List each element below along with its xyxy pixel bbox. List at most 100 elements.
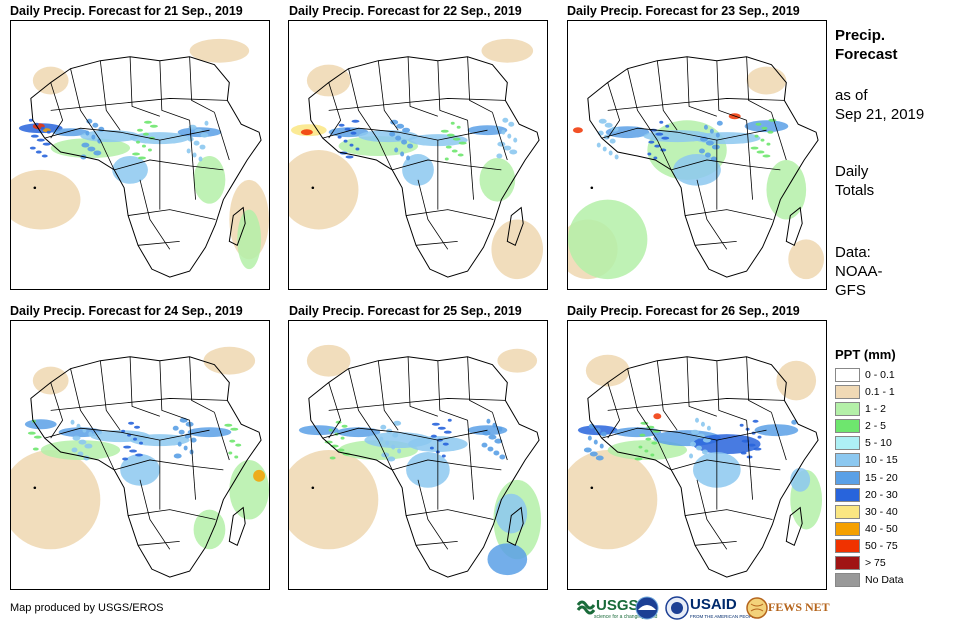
precip-area	[791, 419, 798, 425]
country-border	[189, 420, 196, 500]
precip-area	[30, 134, 39, 138]
precip-area	[187, 427, 232, 438]
precip-area	[634, 457, 643, 461]
precip-area	[695, 417, 699, 423]
country-border	[189, 56, 215, 113]
precip-area	[756, 150, 765, 154]
precip-area	[594, 427, 601, 433]
madagascar-outline	[785, 506, 803, 547]
precip-area	[351, 119, 360, 123]
sidebar-asof-line1: as of	[835, 87, 868, 104]
precip-area	[92, 122, 99, 128]
country-border	[656, 60, 678, 131]
precip-area	[393, 420, 402, 426]
forecast-map-1	[10, 20, 270, 290]
precip-area	[400, 151, 405, 157]
precip-area	[72, 435, 81, 441]
precip-area	[746, 66, 787, 95]
precip-area	[757, 435, 762, 439]
country-border	[214, 112, 230, 161]
precip-area	[648, 140, 655, 144]
precip-area	[644, 449, 649, 453]
country-border	[607, 98, 785, 111]
precip-area	[137, 128, 143, 132]
precip-area	[497, 141, 506, 147]
madagascar-outline	[506, 206, 524, 247]
country-border	[128, 509, 216, 520]
map-credit: Map produced by USGS/EROS	[10, 602, 164, 614]
country-border	[627, 368, 658, 441]
precip-area	[661, 136, 670, 140]
precip-area	[139, 441, 143, 445]
precip-area	[129, 449, 138, 453]
precip-area	[395, 135, 402, 141]
precip-area	[701, 449, 708, 455]
country-border	[137, 540, 180, 546]
precip-area	[183, 445, 188, 451]
precip-area	[608, 150, 613, 156]
legend-label: No Data	[865, 574, 904, 587]
precip-area	[224, 423, 233, 427]
country-border	[392, 459, 502, 471]
precip-area	[355, 147, 360, 151]
precip-area	[456, 125, 461, 129]
legend-label: 0 - 0.1	[865, 369, 895, 381]
africa-map-svg	[568, 56, 825, 280]
precip-area	[36, 138, 45, 142]
country-border	[694, 540, 737, 546]
precip-area	[496, 153, 503, 159]
panel-title-3: Daily Precip. Forecast for 23 Sep., 2019	[567, 4, 800, 18]
precip-area	[752, 419, 759, 423]
precip-area	[173, 453, 182, 459]
precip-area	[467, 125, 508, 136]
country-border	[328, 98, 506, 111]
legend-label: 15 - 20	[865, 471, 898, 484]
country-border	[114, 459, 224, 471]
precip-area	[710, 156, 717, 162]
precip-area	[190, 437, 197, 443]
country-border	[328, 382, 342, 439]
precip-area	[653, 156, 658, 160]
precip-area	[602, 146, 607, 152]
precip-area	[444, 157, 449, 161]
precip-area	[91, 134, 96, 140]
precip-area	[441, 454, 446, 458]
precip-area	[24, 419, 57, 430]
precip-area	[740, 451, 747, 455]
country-border	[437, 360, 468, 421]
panel-title-2: Daily Precip. Forecast for 22 Sep., 2019	[289, 4, 522, 18]
precip-area	[451, 149, 458, 153]
precip-area	[488, 434, 497, 440]
precip-area	[572, 127, 583, 134]
country-border	[696, 179, 728, 250]
precip-area	[650, 453, 655, 457]
island-dot	[590, 186, 594, 190]
precip-area	[341, 424, 348, 428]
country-border	[685, 209, 773, 220]
precip-area	[41, 154, 48, 158]
sidebar-asof: as of Sep 21, 2019	[835, 86, 924, 124]
precip-area	[704, 152, 711, 158]
precip-area	[349, 143, 354, 147]
country-border	[189, 120, 196, 200]
precip-area	[700, 421, 705, 427]
precip-area	[143, 120, 152, 124]
precip-area	[487, 543, 528, 576]
country-border	[417, 479, 449, 550]
precip-area	[135, 453, 143, 457]
usaid-tagline: FROM THE AMERICAN PEOPLE	[690, 614, 758, 619]
precip-area	[457, 153, 464, 157]
country-border	[328, 82, 342, 139]
country-border	[377, 60, 399, 131]
country-border	[70, 368, 101, 441]
precip-area	[237, 209, 262, 270]
fewsnet-globe-icon	[746, 597, 768, 619]
precip-area	[172, 425, 179, 431]
legend-label: 30 - 40	[865, 505, 898, 518]
legend-label: 2 - 5	[865, 420, 887, 433]
precip-area	[32, 447, 39, 451]
precip-area	[132, 152, 140, 156]
precip-area	[93, 150, 102, 156]
country-border	[328, 398, 506, 411]
sidebar-heading-line1: Precip.	[835, 27, 886, 44]
